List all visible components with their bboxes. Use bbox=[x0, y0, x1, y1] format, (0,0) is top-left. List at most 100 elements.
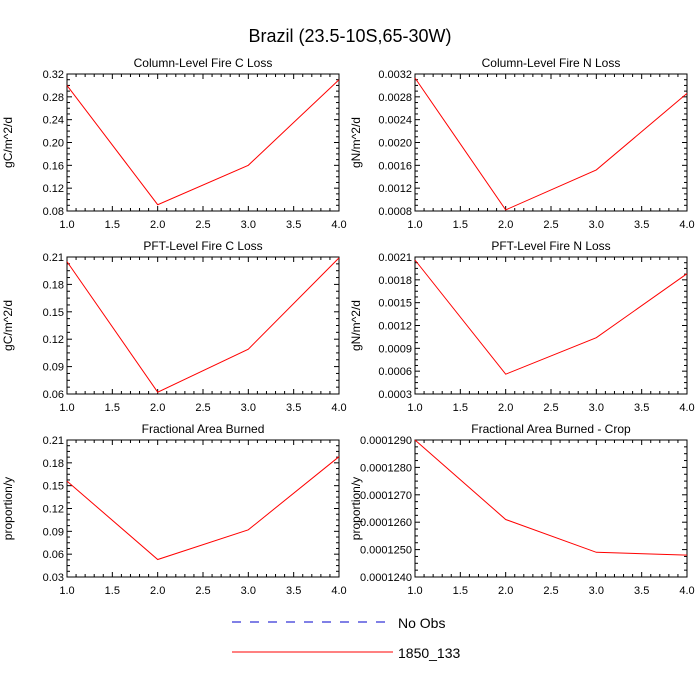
series-line-1850_133 bbox=[414, 439, 688, 556]
y-tick-label: 0.0001240 bbox=[360, 572, 412, 584]
panel-title: PFT-Level Fire C Loss bbox=[143, 239, 262, 253]
x-tick-label: 4.0 bbox=[331, 402, 346, 414]
panel-title: Column-Level Fire N Loss bbox=[482, 56, 621, 70]
y-tick-label: 0.15 bbox=[43, 307, 64, 319]
x-tick-label: 4.0 bbox=[679, 219, 694, 231]
series-line-1850_133 bbox=[414, 259, 688, 375]
y-tick-label: 0.0001270 bbox=[360, 490, 412, 502]
x-tick-label: 1.0 bbox=[59, 402, 74, 414]
y-tick-label: 0.0032 bbox=[378, 69, 412, 81]
series-line-1850_133 bbox=[414, 77, 688, 211]
x-tick-label: 4.0 bbox=[679, 402, 694, 414]
panel-title: Fractional Area Burned bbox=[142, 422, 265, 436]
x-tick-label: 1.0 bbox=[407, 402, 422, 414]
x-tick-label: 1.5 bbox=[105, 402, 120, 414]
y-axis-label: gC/m^2/d bbox=[1, 300, 15, 351]
x-tick-label: 1.5 bbox=[105, 219, 120, 231]
panel-title: Fractional Area Burned - Crop bbox=[471, 422, 631, 436]
chart-panel-6: Fractional Area Burned - Crop 1.0 1.5 2.0 2.… bbox=[349, 422, 695, 597]
y-axis-label: gN/m^2/d bbox=[349, 117, 363, 168]
chart-panel-2: Column-Level Fire N Loss 1.0 1.5 2.0 2.5 3.0 3… bbox=[349, 56, 695, 231]
y-tick-label: 0.0001290 bbox=[360, 435, 412, 447]
y-tick-label: 0.0012 bbox=[378, 183, 412, 195]
legend-entry-2: 1850_133 bbox=[232, 645, 461, 661]
x-tick-label: 4.0 bbox=[331, 219, 346, 231]
y-tick-label: 0.0006 bbox=[378, 366, 412, 378]
x-tick-label: 2.5 bbox=[543, 219, 558, 231]
plot-frame bbox=[66, 256, 340, 395]
x-tick-label: 3.5 bbox=[634, 219, 649, 231]
legend: No Obs 1850_133 bbox=[232, 615, 461, 661]
x-tick-label: 1.5 bbox=[453, 585, 468, 597]
y-tick-label: 0.28 bbox=[43, 92, 64, 104]
x-tick-label: 1.5 bbox=[453, 402, 468, 414]
y-tick-label: 0.21 bbox=[43, 435, 64, 447]
y-tick-label: 0.12 bbox=[43, 504, 64, 516]
series-line-1850_133 bbox=[66, 79, 340, 206]
x-tick-label: 2.5 bbox=[195, 585, 210, 597]
x-tick-label: 3.0 bbox=[589, 219, 604, 231]
y-tick-label: 0.16 bbox=[43, 160, 64, 172]
y-tick-label: 0.24 bbox=[43, 115, 64, 127]
plot-frame bbox=[414, 73, 688, 212]
y-tick-label: 0.0003 bbox=[378, 389, 412, 401]
x-tick-label: 3.5 bbox=[286, 585, 301, 597]
y-tick-label: 0.0021 bbox=[378, 252, 412, 264]
y-tick-label: 0.0016 bbox=[378, 160, 412, 172]
chart-panel-5: Fractional Area Burned 1.0 1.5 2.0 2.5 3.0 3.5… bbox=[1, 422, 347, 597]
x-tick-label: 1.0 bbox=[407, 219, 422, 231]
y-tick-label: 0.0001260 bbox=[360, 517, 412, 529]
x-tick-label: 3.5 bbox=[634, 402, 649, 414]
x-tick-label: 1.0 bbox=[59, 219, 74, 231]
x-tick-label: 2.0 bbox=[150, 585, 165, 597]
x-tick-label: 4.0 bbox=[331, 585, 346, 597]
y-tick-label: 0.0015 bbox=[378, 298, 412, 310]
chart-panel-3: PFT-Level Fire C Loss 1.0 1.5 2.0 2.5 3.0 3.5 4… bbox=[1, 239, 347, 414]
y-tick-label: 0.12 bbox=[43, 334, 64, 346]
x-tick-label: 2.0 bbox=[498, 402, 513, 414]
y-tick-label: 0.15 bbox=[43, 481, 64, 493]
x-tick-label: 2.5 bbox=[195, 402, 210, 414]
y-axis-label: proportion/y bbox=[1, 477, 15, 540]
x-tick-label: 2.5 bbox=[195, 219, 210, 231]
y-tick-label: 0.0018 bbox=[378, 275, 412, 287]
y-tick-label: 0.0008 bbox=[378, 206, 412, 218]
y-tick-label: 0.06 bbox=[43, 549, 64, 561]
x-tick-label: 2.0 bbox=[498, 219, 513, 231]
plot-frame bbox=[414, 256, 688, 395]
y-tick-label: 0.0001280 bbox=[360, 462, 412, 474]
y-tick-label: 0.20 bbox=[43, 138, 64, 150]
y-tick-label: 0.32 bbox=[43, 69, 64, 81]
x-tick-label: 2.0 bbox=[498, 585, 513, 597]
x-tick-label: 1.5 bbox=[105, 585, 120, 597]
plot-frame bbox=[414, 439, 688, 578]
series-line-1850_133 bbox=[66, 456, 340, 561]
x-tick-label: 3.0 bbox=[589, 585, 604, 597]
plot-frame bbox=[66, 73, 340, 212]
chart-panel-1: Column-Level Fire C Loss 1.0 1.5 2.0 2.5 3.0 3… bbox=[1, 56, 347, 231]
x-tick-label: 4.0 bbox=[679, 585, 694, 597]
x-tick-label: 1.5 bbox=[453, 219, 468, 231]
figure-title: Brazil (23.5-10S,65-30W) bbox=[248, 26, 451, 46]
chart-panels: Column-Level Fire C Loss 1.0 1.5 2.0 2.5 3.0 3… bbox=[1, 56, 695, 597]
x-tick-label: 3.0 bbox=[241, 219, 256, 231]
y-tick-label: 0.09 bbox=[43, 526, 64, 538]
x-tick-label: 3.0 bbox=[241, 585, 256, 597]
x-tick-label: 1.0 bbox=[59, 585, 74, 597]
panel-title: PFT-Level Fire N Loss bbox=[491, 239, 610, 253]
x-tick-label: 3.5 bbox=[286, 402, 301, 414]
x-tick-label: 2.0 bbox=[150, 219, 165, 231]
y-tick-label: 0.12 bbox=[43, 183, 64, 195]
x-tick-label: 3.5 bbox=[634, 585, 649, 597]
y-tick-label: 0.0028 bbox=[378, 92, 412, 104]
y-axis-label: gC/m^2/d bbox=[1, 117, 15, 168]
x-tick-label: 3.5 bbox=[286, 219, 301, 231]
x-tick-label: 3.0 bbox=[589, 402, 604, 414]
y-tick-label: 0.09 bbox=[43, 362, 64, 374]
legend-label: No Obs bbox=[398, 615, 445, 631]
series-line-1850_133 bbox=[66, 257, 340, 393]
y-tick-label: 0.08 bbox=[43, 206, 64, 218]
panel-title: Column-Level Fire C Loss bbox=[134, 56, 273, 70]
x-tick-label: 2.5 bbox=[543, 402, 558, 414]
